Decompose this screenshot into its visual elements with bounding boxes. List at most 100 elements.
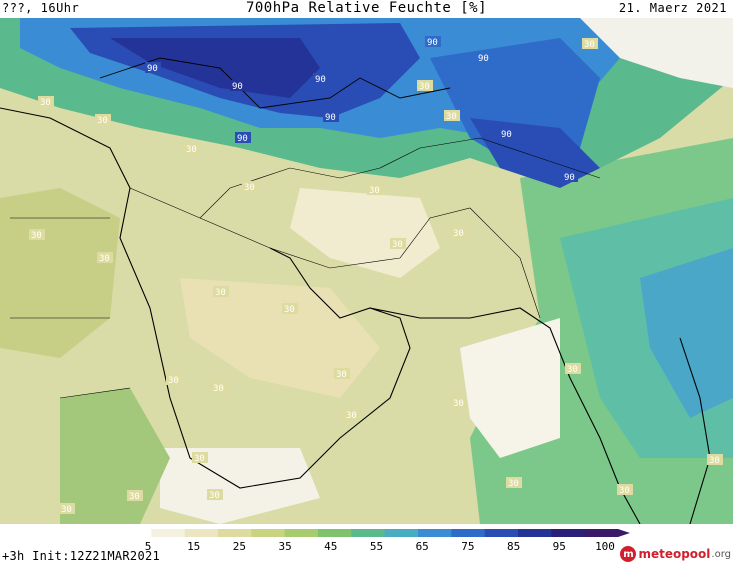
- label-30-19: 30: [451, 397, 467, 409]
- coastline-bay-bengal: [679, 337, 711, 524]
- label-30-14: 30: [282, 303, 298, 315]
- label-30-7: 30: [242, 181, 258, 193]
- svg-text:30: 30: [508, 479, 519, 489]
- svg-text:30: 30: [129, 492, 140, 502]
- meteopool-logo[interactable]: m meteopool .org: [620, 546, 731, 562]
- dry-arabian-sea: [460, 318, 560, 458]
- svg-text:30: 30: [709, 456, 720, 466]
- coastline-north: [99, 57, 451, 109]
- svg-text:30: 30: [619, 486, 630, 496]
- colorbar-swatch: [584, 529, 619, 537]
- svg-text:90: 90: [315, 75, 326, 85]
- svg-text:30: 30: [168, 376, 179, 386]
- colorbar-label: 15: [187, 540, 201, 553]
- svg-text:90: 90: [564, 173, 575, 183]
- colorbar-swatch: [251, 529, 286, 537]
- svg-text:30: 30: [244, 183, 255, 193]
- dry-tibet: [580, 18, 733, 88]
- svg-text:30: 30: [194, 454, 205, 464]
- label-90-9: 90: [562, 171, 578, 183]
- label-90-2: 90: [230, 80, 246, 92]
- svg-text:30: 30: [213, 384, 224, 394]
- label-30-10: 30: [97, 252, 113, 264]
- svg-text:30: 30: [97, 116, 108, 126]
- contour-labels: 90 90 90 90 90 90 90 90 90 30 30 30 30 3…: [29, 36, 723, 515]
- svg-text:90: 90: [501, 130, 512, 140]
- logo-icon: m: [620, 546, 637, 562]
- header-bar: ???, 16Uhr 700hPa Relative Feuchte [%] 2…: [0, 0, 733, 18]
- svg-text:30: 30: [209, 491, 220, 501]
- map-title: 700hPa Relative Feuchte [%]: [245, 0, 488, 16]
- colorbar-swatch: [284, 529, 319, 537]
- label-30-23: 30: [506, 477, 522, 489]
- label-30-5: 30: [417, 80, 433, 92]
- colorbar-max-arrow: [618, 529, 630, 537]
- dry-iran: [290, 188, 440, 278]
- svg-text:30: 30: [369, 186, 380, 196]
- svg-text:30: 30: [419, 82, 430, 92]
- svg-text:90: 90: [147, 64, 158, 74]
- label-30-11: 30: [390, 238, 406, 250]
- label-30-27: 30: [59, 503, 75, 515]
- svg-text:90: 90: [232, 82, 243, 92]
- label-90-7: 90: [235, 132, 251, 144]
- colorbar-swatch: [318, 529, 352, 537]
- colorbar-swatch: [118, 529, 152, 537]
- colorbar-label: 100: [595, 540, 615, 553]
- label-90-8: 90: [499, 128, 515, 140]
- valid-date: 21. Maerz 2021: [618, 1, 727, 15]
- label-30-18: 30: [211, 382, 227, 394]
- label-30-21: 30: [192, 452, 208, 464]
- borders-1: [129, 187, 541, 319]
- label-30-15: 30: [334, 368, 350, 380]
- label-90-6: 90: [323, 111, 339, 123]
- svg-text:30: 30: [336, 370, 347, 380]
- logo-text: meteopool: [638, 547, 711, 561]
- svg-text:30: 30: [567, 365, 578, 375]
- label-30-4: 30: [184, 143, 200, 155]
- colorbar-label: 95: [552, 540, 566, 553]
- colorbar-label: 75: [461, 540, 475, 553]
- label-90-4: 90: [425, 36, 441, 48]
- colorbar-label: 65: [415, 540, 429, 553]
- label-30-3: 30: [95, 114, 111, 126]
- humidity-colorbar: [118, 529, 630, 537]
- label-30-12: 30: [451, 227, 467, 239]
- dry-gulf-aden: [160, 448, 320, 524]
- colorbar-swatch: [551, 529, 586, 537]
- label-30-17: 30: [166, 374, 182, 386]
- svg-text:30: 30: [215, 288, 226, 298]
- label-30-9: 30: [29, 229, 45, 241]
- label-90-5: 90: [476, 52, 492, 64]
- svg-text:30: 30: [346, 411, 357, 421]
- label-30-26: 30: [617, 484, 633, 496]
- label-30-22: 30: [707, 454, 723, 466]
- borders-3: [10, 217, 131, 399]
- colorbar-swatch: [484, 529, 519, 537]
- colorbar-label: 55: [369, 540, 384, 553]
- colorbar-swatch: [218, 529, 252, 537]
- weekday-hour: ???, 16Uhr: [2, 1, 80, 15]
- colorbar-swatch: [151, 529, 186, 537]
- svg-text:90: 90: [325, 113, 336, 123]
- colorbar-label: 35: [278, 540, 292, 553]
- colorbar-label: 25: [232, 540, 247, 553]
- colorbar-swatch: [351, 529, 386, 537]
- colorbar-swatch: [184, 529, 219, 537]
- coastline-south-asia: [369, 307, 641, 524]
- svg-text:30: 30: [284, 305, 295, 315]
- label-30-6: 30: [444, 110, 460, 122]
- colorbar-swatch: [384, 529, 419, 537]
- run-info: +3h Init:12Z21MAR2021: [2, 549, 161, 563]
- label-90-3: 90: [313, 73, 329, 85]
- north-saturated-west: [110, 38, 320, 98]
- colorbar-label: 85: [506, 540, 521, 553]
- logo-suffix: .org: [711, 548, 731, 560]
- label-30-16: 30: [565, 363, 581, 375]
- colorbar-label: 45: [324, 540, 338, 553]
- label-30-8: 30: [367, 184, 383, 196]
- label-30-20: 30: [344, 409, 360, 421]
- label-30-13: 30: [213, 286, 229, 298]
- svg-text:30: 30: [31, 231, 42, 241]
- svg-text:90: 90: [478, 54, 489, 64]
